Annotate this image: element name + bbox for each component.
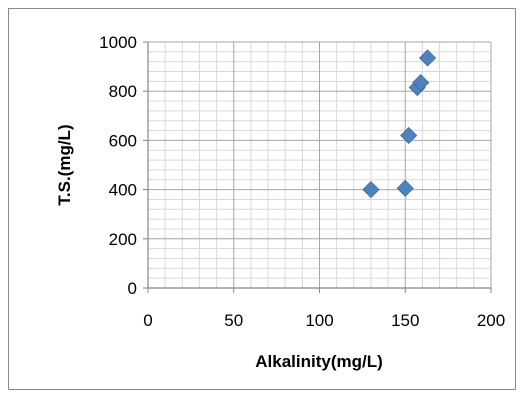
- data-point: [400, 126, 418, 145]
- data-point: [412, 74, 430, 92]
- x-axis-title: Alkalinity(mg/L): [255, 352, 383, 371]
- y-tick-label: 400: [109, 181, 137, 200]
- y-tick-label: 1000: [99, 33, 137, 52]
- x-tick-label: 150: [391, 311, 419, 330]
- data-point: [362, 181, 380, 199]
- x-tick-label: 50: [224, 311, 243, 330]
- x-tick-label: 100: [305, 311, 333, 330]
- x-tick-label: 0: [143, 311, 152, 330]
- plot-grid: [147, 41, 492, 289]
- y-tick-label: 600: [109, 131, 137, 150]
- data-point: [396, 179, 414, 197]
- y-tick-label: 0: [128, 279, 137, 298]
- axes: [143, 41, 492, 293]
- data-points: [362, 49, 437, 199]
- y-tick-label: 800: [109, 82, 137, 101]
- data-point: [418, 49, 437, 67]
- x-tick-label: 200: [477, 311, 505, 330]
- y-tick-label: 200: [109, 230, 137, 249]
- y-axis-title: T.S.(mg/L): [55, 124, 74, 205]
- tick-labels: 0 200 400 600 800 1000 0 50 100 150 200: [99, 33, 505, 330]
